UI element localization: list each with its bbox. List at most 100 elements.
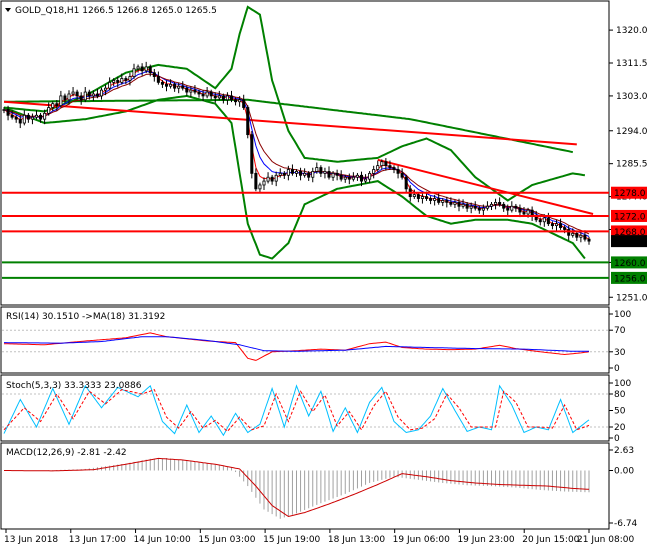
candle-body xyxy=(303,172,307,176)
time-tick-label: 19 Jun 23:00 xyxy=(457,535,514,545)
candle-body xyxy=(39,114,43,120)
candle-body xyxy=(132,68,136,77)
candle-body xyxy=(181,85,185,89)
candle-body xyxy=(542,217,546,223)
candle-body xyxy=(522,211,526,215)
price-tick-label: 1285.5 xyxy=(616,160,648,170)
candle-body xyxy=(514,205,518,209)
slow-ma-line xyxy=(4,98,573,154)
time-tick-label: 19 Jun 06:00 xyxy=(393,535,450,545)
price-tick-label: 1311.5 xyxy=(616,59,648,69)
candle-body xyxy=(201,93,205,97)
candle-body xyxy=(79,95,83,101)
rsi-tick-label: 70 xyxy=(614,326,626,336)
candle-body xyxy=(193,89,197,93)
candle-body xyxy=(278,172,282,176)
candle-body xyxy=(351,176,355,180)
candle-body xyxy=(331,172,335,178)
candle-body xyxy=(453,201,457,205)
candle-body xyxy=(327,171,331,178)
candle-body xyxy=(2,109,6,111)
candle-body xyxy=(559,223,563,228)
macd-tick-label: 0.00 xyxy=(614,466,634,476)
mid-ma-line xyxy=(3,70,590,237)
candle-body xyxy=(229,95,234,101)
level-label-box xyxy=(611,256,647,269)
candle-body xyxy=(83,91,87,101)
price-tick-label: 1320.0 xyxy=(616,26,648,36)
candle-body xyxy=(315,167,319,172)
level-label-box xyxy=(611,186,647,199)
time-tick-label: 15 Jun 19:00 xyxy=(263,535,320,545)
candle-body xyxy=(51,103,55,108)
candle-body xyxy=(433,198,437,201)
candle-body xyxy=(266,176,270,182)
macd-title: MACD(12,26,9) -2.81 -2.42 xyxy=(6,448,127,458)
macd-panel-frame xyxy=(0,442,610,530)
candle-body xyxy=(506,207,510,211)
trendline xyxy=(377,158,594,215)
candle-body xyxy=(550,223,554,227)
candle-body xyxy=(124,78,128,81)
candle-body xyxy=(148,66,152,74)
last-price-label: 1265.5 xyxy=(614,238,646,248)
candle-body xyxy=(538,219,542,223)
price-tick-label: 1294.0 xyxy=(616,127,648,137)
candle-body xyxy=(140,66,144,72)
level-label: 1268.0 xyxy=(614,228,646,238)
candle-body xyxy=(396,169,400,174)
candle-body xyxy=(128,76,132,81)
candle-body xyxy=(441,200,445,203)
candle-body xyxy=(571,232,575,236)
candle-body xyxy=(563,227,567,230)
candle-body xyxy=(477,207,481,211)
macd-tick-label: -6.74 xyxy=(614,519,638,529)
candle-body xyxy=(217,95,221,99)
time-tick-label: 13 Jun 2018 xyxy=(4,535,58,545)
candle-body xyxy=(392,167,396,170)
candle-body xyxy=(169,83,173,87)
candle-body xyxy=(355,174,359,178)
rsi-series-ma xyxy=(4,336,589,352)
time-tick-label: 13 Jun 17:00 xyxy=(69,535,126,545)
candle-body xyxy=(238,99,242,103)
candle-body xyxy=(6,109,10,116)
price-panel-frame xyxy=(0,0,610,306)
candle-body xyxy=(164,83,169,87)
stoch-series-d xyxy=(3,388,590,433)
stoch-tick-label: 50 xyxy=(614,407,626,417)
time-tick-label: 18 Jun 13:00 xyxy=(328,535,385,545)
candle-body xyxy=(108,81,112,89)
bollinger-upper-line xyxy=(3,5,586,202)
candle-body xyxy=(286,169,290,176)
candle-body xyxy=(400,172,404,178)
time-tick-label: 14 Jun 10:00 xyxy=(134,535,191,545)
candle-body xyxy=(384,161,388,167)
candle-body xyxy=(473,205,477,209)
candle-body xyxy=(282,172,286,176)
candle-body xyxy=(445,200,449,203)
candle-body xyxy=(205,91,209,97)
candle-body xyxy=(299,171,303,176)
last-price-box xyxy=(611,235,647,248)
candle-body xyxy=(26,114,30,120)
candle-body xyxy=(234,99,238,103)
candle-body xyxy=(91,93,95,97)
candle-body xyxy=(575,232,579,238)
candle-body xyxy=(412,194,416,197)
candle-body xyxy=(144,66,148,72)
candle-body xyxy=(404,176,408,190)
candle-body xyxy=(347,176,351,180)
candle-body xyxy=(116,80,120,83)
time-tick-label: 20 Jun 15:00 xyxy=(522,535,579,545)
rsi-tick-label: 100 xyxy=(614,310,631,320)
candle-body xyxy=(242,99,246,108)
time-tick-label: 15 Jun 03:00 xyxy=(198,535,255,545)
candle-body xyxy=(95,93,99,97)
candle-body xyxy=(323,171,327,174)
candle-body xyxy=(258,184,262,190)
candle-body xyxy=(120,78,124,83)
price-tick-label: 1303.0 xyxy=(616,92,648,102)
